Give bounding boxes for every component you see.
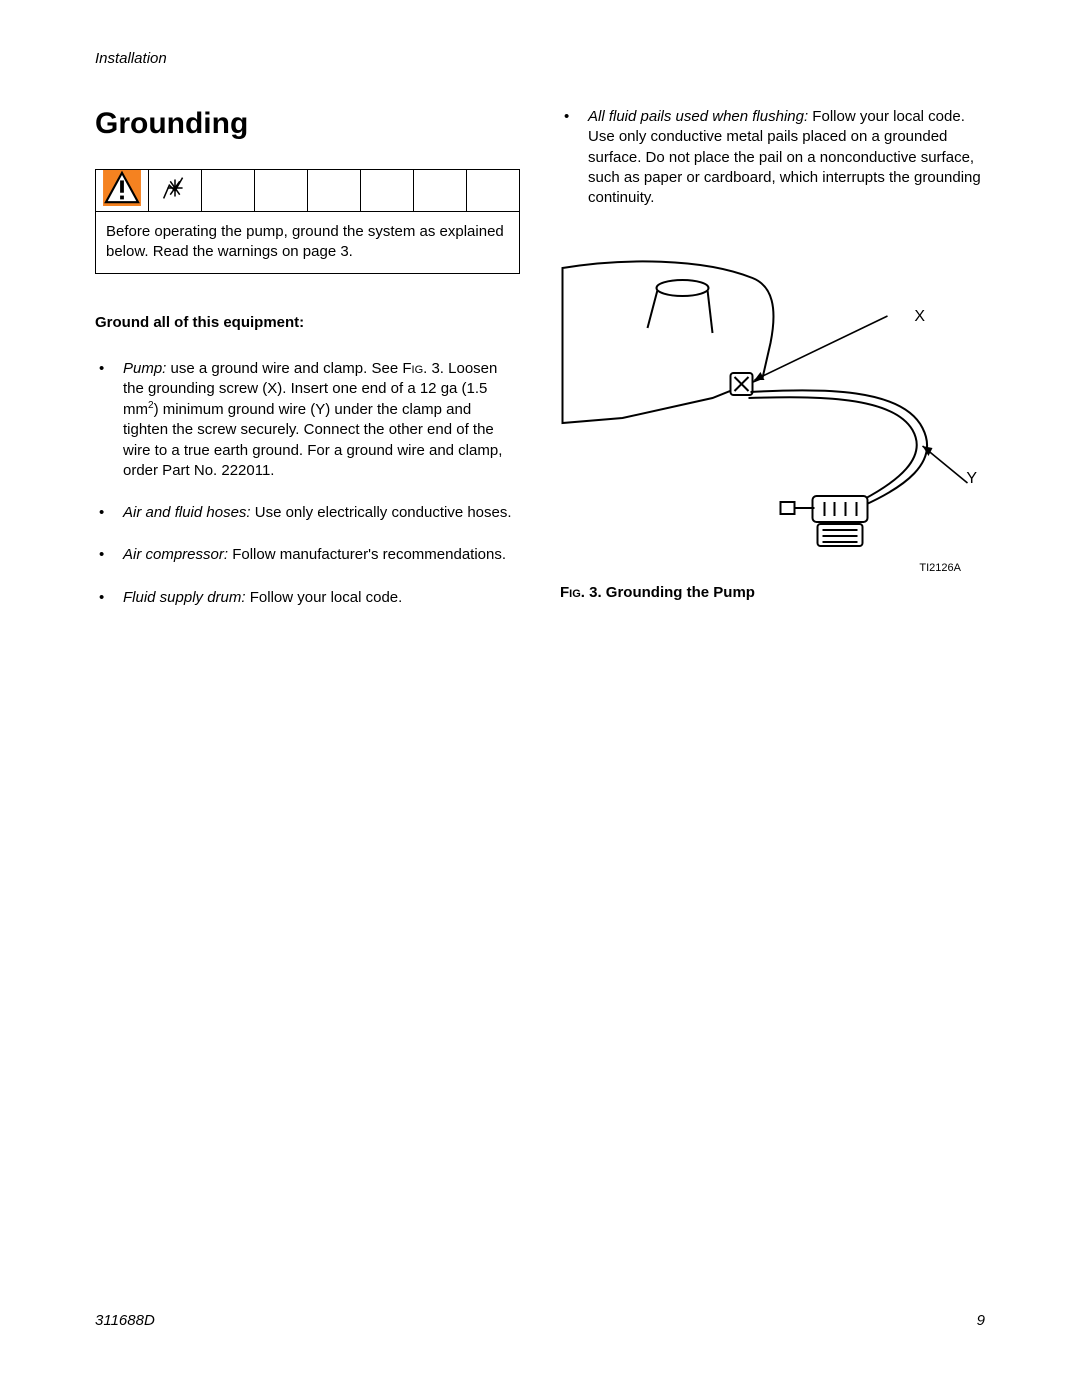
- warning-text: Before operating the pump, ground the sy…: [96, 212, 520, 274]
- figure-illustration: X Y TI2126A: [560, 258, 985, 578]
- bullet-lead: Air compressor:: [123, 546, 228, 563]
- empty-icon-cell: [414, 170, 467, 212]
- right-column: All fluid pails used when flushing: Foll…: [560, 107, 985, 630]
- empty-icon-cell: [361, 170, 414, 212]
- bullet-drum: Fluid supply drum: Follow your local cod…: [95, 588, 520, 608]
- bullet-lead: Pump:: [123, 360, 166, 377]
- bullet-text: use a ground wire and clamp. See: [166, 360, 402, 377]
- empty-icon-cell: [255, 170, 308, 212]
- figure-caption-num: . 3.: [581, 584, 606, 601]
- footer-doc-number: 311688D: [95, 1312, 155, 1329]
- bullet-hoses: Air and fluid hoses: Use only electrical…: [95, 503, 520, 523]
- warning-icon-cell: [96, 170, 149, 212]
- bullet-lead: Air and fluid hoses:: [123, 504, 251, 521]
- warning-icons-row: [96, 170, 520, 212]
- figure-caption-prefix: Fig: [560, 584, 581, 601]
- empty-icon-cell: [467, 170, 520, 212]
- spark-hazard-icon: [156, 170, 194, 206]
- figure-label-x: X: [914, 308, 925, 326]
- figure-caption: Fig. 3. Grounding the Pump: [560, 584, 985, 601]
- warning-triangle-icon: [103, 170, 141, 206]
- fig-num: . 3.: [423, 360, 448, 377]
- bullet-text: Follow manufacturer's recommendations.: [228, 546, 506, 563]
- figure-label-y: Y: [966, 470, 977, 488]
- left-column: Grounding: [95, 107, 520, 630]
- warning-table: Before operating the pump, ground the sy…: [95, 169, 520, 274]
- figure-caption-title: Grounding the Pump: [606, 584, 755, 601]
- page-title: Grounding: [95, 107, 520, 141]
- spark-icon-cell: [149, 170, 202, 212]
- fig-ref: Fig: [402, 360, 423, 377]
- left-bullet-list: Pump: use a ground wire and clamp. See F…: [95, 359, 520, 608]
- bullet-pails: All fluid pails used when flushing: Foll…: [560, 107, 985, 208]
- bullet-text: Follow your local code.: [246, 589, 403, 606]
- section-header: Installation: [95, 50, 985, 67]
- empty-icon-cell: [202, 170, 255, 212]
- figure-code: TI2126A: [919, 562, 961, 574]
- page-footer: 311688D 9: [95, 1312, 985, 1329]
- bullet-compressor: Air compressor: Follow manufacturer's re…: [95, 545, 520, 565]
- figure-3: X Y TI2126A Fig. 3. Grounding the Pump: [560, 258, 985, 601]
- right-bullet-list: All fluid pails used when flushing: Foll…: [560, 107, 985, 208]
- bullet-text: Use only electrically conductive hoses.: [251, 504, 512, 521]
- bullet-lead: All fluid pails used when flushing:: [588, 108, 808, 125]
- bullet-lead: Fluid supply drum:: [123, 589, 246, 606]
- grounding-pump-illustration-icon: [560, 258, 985, 578]
- bullet-text: ) minimum ground wire (Y) under the clam…: [123, 401, 502, 479]
- footer-page-number: 9: [977, 1312, 985, 1329]
- bullet-pump: Pump: use a ground wire and clamp. See F…: [95, 359, 520, 482]
- two-column-layout: Grounding: [95, 107, 985, 630]
- empty-icon-cell: [308, 170, 361, 212]
- ground-equipment-subhead: Ground all of this equipment:: [95, 314, 520, 331]
